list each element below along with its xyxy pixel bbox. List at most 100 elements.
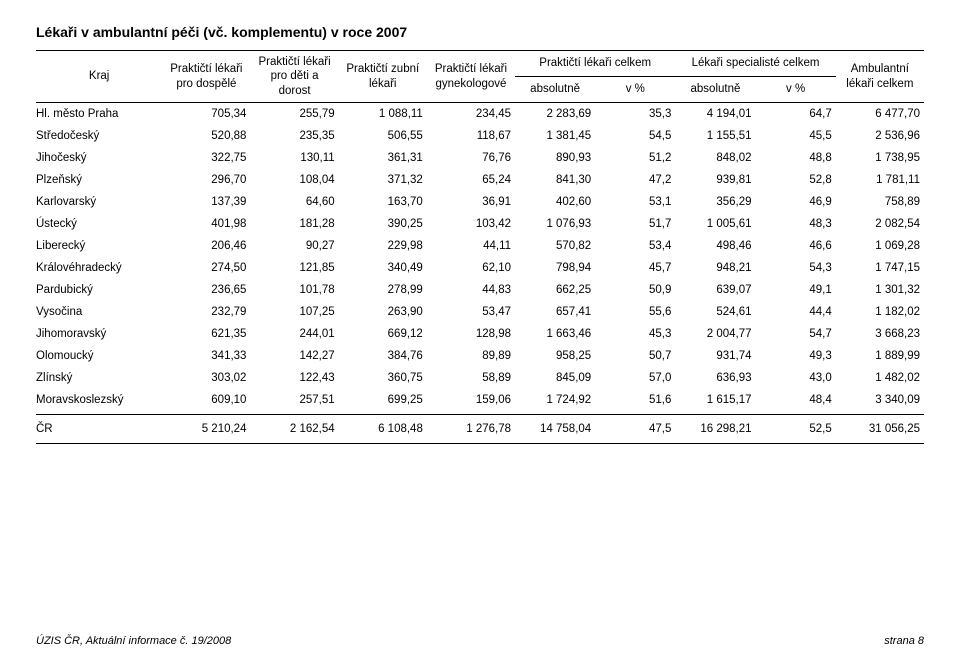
cell: 390,25	[339, 213, 427, 235]
cell: 46,6	[756, 235, 836, 257]
cell: 498,46	[675, 235, 755, 257]
cell: 51,2	[595, 147, 675, 169]
cell: 2 082,54	[836, 213, 924, 235]
cell: 636,93	[675, 367, 755, 389]
col-spec-pct: v %	[756, 77, 836, 103]
cell: 1 747,15	[836, 257, 924, 279]
cell: 890,93	[515, 147, 595, 169]
cell: 1 276,78	[427, 415, 515, 444]
cell: 621,35	[162, 323, 250, 345]
cell: 3 668,23	[836, 323, 924, 345]
table-row: Hl. město Praha705,34255,791 088,11234,4…	[36, 103, 924, 126]
col-dospele: Praktičtí lékaři pro dospělé	[162, 51, 250, 103]
cell: 122,43	[250, 367, 338, 389]
cell: 54,5	[595, 125, 675, 147]
cell: 159,06	[427, 389, 515, 415]
table-row: Moravskoslezský609,10257,51699,25159,061…	[36, 389, 924, 415]
cell: 6 108,48	[339, 415, 427, 444]
cell: 53,4	[595, 235, 675, 257]
cell: 54,7	[756, 323, 836, 345]
cell: 6 477,70	[836, 103, 924, 126]
cell: 163,70	[339, 191, 427, 213]
cell: 58,89	[427, 367, 515, 389]
table-row: Plzeňský296,70108,04371,3265,24841,3047,…	[36, 169, 924, 191]
cell: 371,32	[339, 169, 427, 191]
cell: 118,67	[427, 125, 515, 147]
table-row: Pardubický236,65101,78278,9944,83662,255…	[36, 279, 924, 301]
cell: 798,94	[515, 257, 595, 279]
cell: 296,70	[162, 169, 250, 191]
cell: 54,3	[756, 257, 836, 279]
col-pl-pct: v %	[595, 77, 675, 103]
cell: 1 615,17	[675, 389, 755, 415]
cell: 2 536,96	[836, 125, 924, 147]
cell: 341,33	[162, 345, 250, 367]
cell: 229,98	[339, 235, 427, 257]
footer-right: strana 8	[884, 635, 924, 647]
cell: 103,42	[427, 213, 515, 235]
table-row: Královéhradecký274,50121,85340,4962,1079…	[36, 257, 924, 279]
row-label: Vysočina	[36, 301, 162, 323]
col-zubni: Praktičtí zubní lékaři	[339, 51, 427, 103]
row-label: ČR	[36, 415, 162, 444]
cell: 278,99	[339, 279, 427, 301]
cell: 62,10	[427, 257, 515, 279]
cell: 356,29	[675, 191, 755, 213]
cell: 53,1	[595, 191, 675, 213]
cell: 1 889,99	[836, 345, 924, 367]
cell: 758,89	[836, 191, 924, 213]
cell: 1 738,95	[836, 147, 924, 169]
cell: 35,3	[595, 103, 675, 126]
table-row: Jihomoravský621,35244,01669,12128,981 66…	[36, 323, 924, 345]
table-row: Ústecký401,98181,28390,25103,421 076,935…	[36, 213, 924, 235]
row-label: Jihočeský	[36, 147, 162, 169]
cell: 128,98	[427, 323, 515, 345]
row-label: Středočeský	[36, 125, 162, 147]
cell: 361,31	[339, 147, 427, 169]
cell: 206,46	[162, 235, 250, 257]
data-table: Kraj Praktičtí lékaři pro dospělé Prakti…	[36, 50, 924, 444]
cell: 303,02	[162, 367, 250, 389]
cell: 257,51	[250, 389, 338, 415]
cell: 384,76	[339, 345, 427, 367]
cell: 51,6	[595, 389, 675, 415]
row-label: Ústecký	[36, 213, 162, 235]
cell: 181,28	[250, 213, 338, 235]
cell: 1 781,11	[836, 169, 924, 191]
col-deti: Praktičtí lékaři pro děti a dorost	[250, 51, 338, 103]
cell: 55,6	[595, 301, 675, 323]
cell: 14 758,04	[515, 415, 595, 444]
cell: 89,89	[427, 345, 515, 367]
cell: 76,76	[427, 147, 515, 169]
cell: 958,25	[515, 345, 595, 367]
col-pl-celkem: Praktičtí lékaři celkem	[515, 51, 675, 77]
table-row: Jihočeský322,75130,11361,3176,76890,9351…	[36, 147, 924, 169]
col-gynek: Praktičtí lékaři gynekologové	[427, 51, 515, 103]
cell: 47,5	[595, 415, 675, 444]
cell: 948,21	[675, 257, 755, 279]
row-label: Liberecký	[36, 235, 162, 257]
cell: 274,50	[162, 257, 250, 279]
cell: 16 298,21	[675, 415, 755, 444]
cell: 52,5	[756, 415, 836, 444]
cell: 137,39	[162, 191, 250, 213]
cell: 520,88	[162, 125, 250, 147]
cell: 639,07	[675, 279, 755, 301]
cell: 609,10	[162, 389, 250, 415]
cell: 45,5	[756, 125, 836, 147]
col-spec-celkem: Lékaři specialisté celkem	[675, 51, 835, 77]
cell: 107,25	[250, 301, 338, 323]
col-ambulant: Ambulantní lékaři celkem	[836, 51, 924, 103]
cell: 50,9	[595, 279, 675, 301]
page-title: Lékaři v ambulantní péči (vč. komplement…	[36, 24, 924, 40]
cell: 1 005,61	[675, 213, 755, 235]
cell: 255,79	[250, 103, 338, 126]
table-row: Olomoucký341,33142,27384,7689,89958,2550…	[36, 345, 924, 367]
cell: 360,75	[339, 367, 427, 389]
cell: 1 724,92	[515, 389, 595, 415]
cell: 931,74	[675, 345, 755, 367]
row-label: Olomoucký	[36, 345, 162, 367]
cell: 506,55	[339, 125, 427, 147]
table-row: Zlínský303,02122,43360,7558,89845,0957,0…	[36, 367, 924, 389]
cell: 402,60	[515, 191, 595, 213]
